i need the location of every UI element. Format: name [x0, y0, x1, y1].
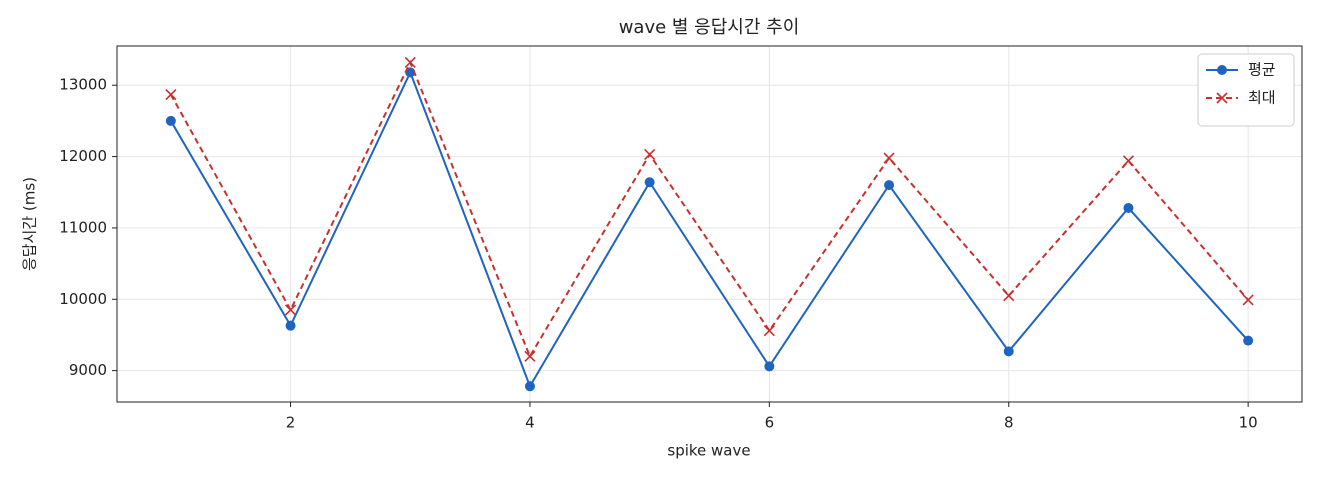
y-axis-label: 응답시간 (ms) [21, 177, 39, 271]
series-line [169, 59, 1249, 359]
x-axis-label: spike wave [667, 442, 750, 460]
point [285, 320, 296, 331]
plot-frame [116, 45, 1303, 403]
point [644, 148, 656, 161]
point [404, 56, 416, 68]
y-tick-label: 10000 [59, 290, 107, 308]
point [1243, 335, 1254, 346]
legend-label: 평균 [1248, 61, 1276, 79]
legend-marker [1216, 92, 1228, 104]
point [165, 115, 176, 126]
y-tick-label: 12000 [59, 147, 107, 165]
x-tick-label: 4 [525, 414, 535, 432]
series-line [170, 69, 1249, 389]
y-tick-label: 13000 [59, 76, 107, 94]
point [284, 304, 297, 316]
point [524, 350, 536, 362]
point [764, 361, 775, 372]
point [524, 381, 535, 392]
legend-marker [1217, 65, 1227, 75]
x-tick-label: 8 [1004, 414, 1014, 432]
point [884, 180, 895, 191]
x-tick-label: 2 [286, 414, 296, 432]
point [405, 67, 416, 78]
point [1122, 155, 1135, 167]
point [165, 88, 177, 101]
point [763, 325, 775, 337]
legend-box [1197, 53, 1295, 127]
legend-label: 최대 [1248, 89, 1276, 107]
x-tick-label: 10 [1239, 414, 1258, 432]
chart-title: wave 별 응답시간 추이 [619, 17, 800, 38]
point [883, 152, 895, 164]
point [1242, 294, 1254, 306]
point [1003, 346, 1014, 357]
y-tick-label: 11000 [59, 218, 107, 236]
x-tick-label: 6 [765, 414, 775, 432]
point [1123, 202, 1134, 213]
point [1003, 290, 1015, 302]
y-tick-label: 9000 [69, 361, 107, 379]
point [644, 177, 655, 188]
